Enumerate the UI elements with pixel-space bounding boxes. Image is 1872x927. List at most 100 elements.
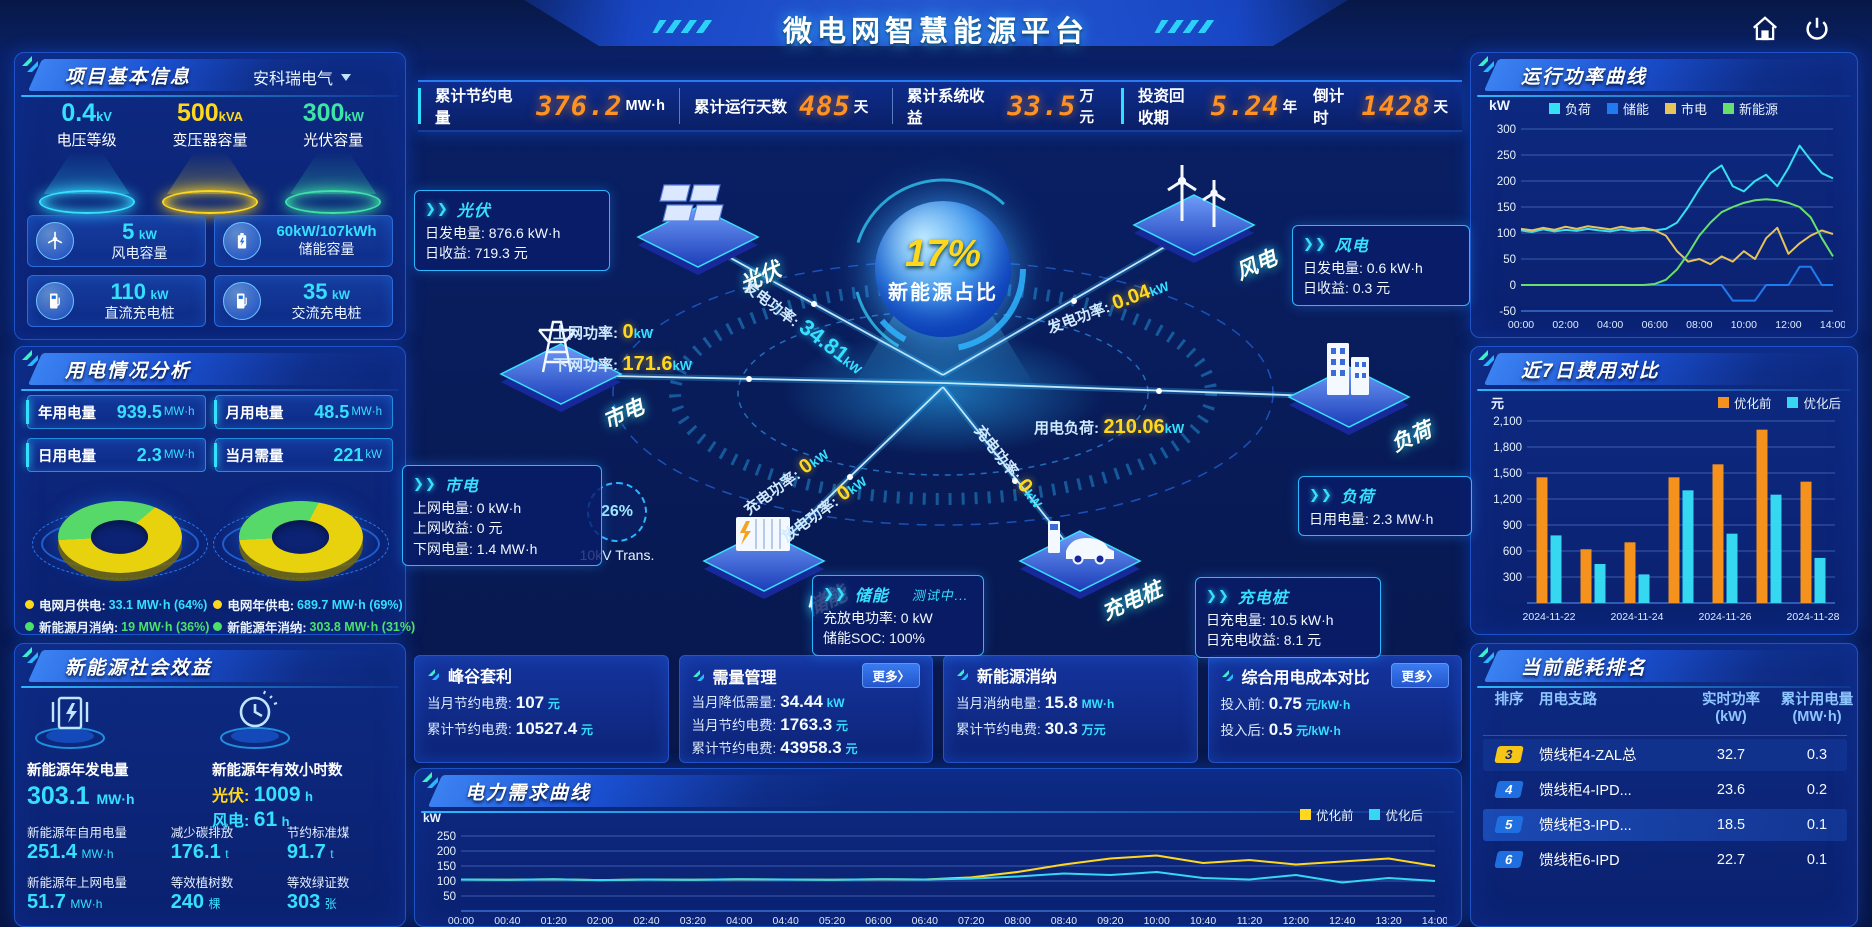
home-icon[interactable] (1750, 14, 1780, 44)
svg-text:10:40: 10:40 (1190, 915, 1216, 927)
card-renewable-consumption: 新能源消纳 当月消纳电量: 15.8 MW·h 累计节约电费: 30.3 万元 (943, 655, 1198, 763)
arrow-icon: ❯❯ (413, 476, 437, 491)
consumption-stats: 年用电量 939.5 MW·h 月用电量 48.5 MW·h 日用电量 2.3 MW·h 当… (26, 395, 393, 472)
more-button[interactable]: 更多〉 (862, 663, 920, 688)
svg-text:12:40: 12:40 (1329, 915, 1355, 927)
stat-month-energy: 月用电量 48.5 MW·h (213, 395, 393, 429)
renewable-share-label: 新能源占比 (888, 282, 998, 304)
kpi-cards-row: 峰谷套利 当月节约电费: 107 元 累计节约电费: 10527.4 元 需量管理更… (414, 655, 1462, 763)
rank-badge: 3 (1494, 746, 1524, 764)
legend-item[interactable]: 优化后 (1369, 805, 1423, 824)
panel-title: 近7日费用对比 (1521, 361, 1660, 382)
svg-text:50: 50 (443, 891, 456, 903)
svg-text:100: 100 (1497, 228, 1516, 240)
svg-text:2024-11-26: 2024-11-26 (1699, 611, 1752, 623)
panel-corner-icon (1475, 644, 1499, 673)
spotlight-pv: 300kW 光伏容量 (274, 99, 392, 214)
donut-month-wrap (31, 487, 208, 591)
stat-day-energy: 日用电量 2.3 MW·h (26, 438, 206, 472)
panel-energy-ranking: 当前能耗排名 排序 用电支路 实时功率 (kW) 累计用电量 (MW·h) 3 馈线柜4… (1470, 643, 1858, 927)
svg-text:300: 300 (1503, 572, 1522, 584)
legend-item[interactable]: 优化前 (1299, 805, 1353, 824)
cost-chart-legend: 优化前 优化后 (1717, 393, 1841, 412)
stat-year-energy: 年用电量 939.5 MW·h (26, 395, 206, 429)
legend-item[interactable]: 市电 (1665, 99, 1707, 118)
flow-load-power: 用电负荷: 210.06kW (1034, 416, 1185, 438)
light-cone (43, 152, 130, 194)
metric-annual-hours: 新能源年有效小时数 光伏: 1009 h 风电: 61 h (212, 688, 397, 832)
panel-title: 运行功率曲线 (1521, 67, 1648, 88)
svg-text:04:00: 04:00 (1597, 319, 1623, 331)
more-button[interactable]: 更多〉 (1391, 663, 1449, 688)
energy-flow-diagram: 17% 新能源占比 光伏 (402, 135, 1472, 658)
svg-text:02:00: 02:00 (587, 915, 613, 927)
node-grid[interactable]: 市电 (476, 302, 647, 433)
svg-text:100: 100 (437, 876, 456, 888)
panel-power-curve: 运行功率曲线 kW 负荷 储能 市电 新能源 -50 0 50 100 150 200 250 30… (1470, 52, 1858, 338)
node-pv[interactable]: 光伏 (613, 165, 784, 296)
dc-charger-icon (36, 282, 74, 320)
svg-text:1,800: 1,800 (1493, 442, 1522, 454)
legend-item[interactable]: 优化后 (1787, 393, 1841, 412)
social-metrics-grid: 新能源年自用电量 251.4 MW·h 减少碳排放 176.1 t 节约标准煤 91.… (27, 822, 397, 914)
metric-green-certs: 等效绿证数 303 张 (286, 876, 350, 913)
svg-text:08:00: 08:00 (1004, 915, 1030, 927)
table-row[interactable]: 5 馈线柜3-IPD... 18.5 0.1 (1483, 808, 1847, 841)
panel-corner-icon (19, 53, 43, 82)
renewable-share-value: 17% (904, 233, 982, 275)
summary-stats-bar: 累计节约电量 376.2 MW·h 累计运行天数 485 天 累计系统收益 33.5 万元 … (418, 80, 1462, 132)
table-row[interactable]: 4 馈线柜4-IPD... 23.6 0.2 (1483, 774, 1847, 806)
svg-text:14:00: 14:00 (1820, 319, 1845, 331)
legend-item[interactable]: 负荷 (1549, 99, 1591, 118)
wind-turbine-icon (36, 222, 74, 260)
stat-total-income: 累计系统收益 33.5 万元 (892, 88, 1121, 127)
header-deco-right (1154, 20, 1220, 33)
spotlight-voltage: 0.4kV 电压等级 (28, 99, 146, 214)
svg-text:900: 900 (1503, 520, 1522, 532)
legend-item[interactable]: 优化前 (1717, 393, 1771, 412)
card-corner-icon (1221, 669, 1233, 681)
infobox-load: ❯❯ 负荷 日用电量: 2.3 MW·h (1298, 476, 1472, 537)
panel-title: 用电情况分析 (65, 361, 192, 382)
demand-chart-legend: 优化前 优化后 (1299, 805, 1423, 824)
svg-text:08:00: 08:00 (1686, 319, 1712, 331)
node-load[interactable]: 负荷 (1264, 325, 1435, 456)
panel-title: 当前能耗排名 (1521, 658, 1648, 679)
svg-text:06:00: 06:00 (865, 915, 891, 927)
svg-text:200: 200 (1497, 176, 1516, 188)
panel-corner-icon (19, 347, 43, 376)
svg-text:00:40: 00:40 (494, 915, 520, 927)
power-curve-chart: -50 0 50 100 150 200 250 300 00:00 02:00 04:00 06:0… (1497, 124, 1845, 331)
page-title: 微电网智慧能源平台 (782, 16, 1090, 48)
legend-item[interactable]: 储能 (1607, 99, 1649, 118)
table-row[interactable]: 6 馈线柜6-IPD 22.7 0.1 (1483, 844, 1847, 876)
ranking-table-header: 排序 用电支路 实时功率 (kW) 累计用电量 (MW·h) (1483, 692, 1853, 736)
infobox-pv: ❯❯ 光伏 日发电量: 876.6 kW·h 日收益: 719.3 元 (414, 190, 610, 271)
node-wind[interactable]: 风电 (1109, 153, 1280, 284)
svg-text:150: 150 (1497, 202, 1516, 214)
donut-month-chart (57, 501, 182, 573)
stat-run-days: 累计运行天数 485 天 (679, 88, 892, 124)
legend-item[interactable]: 新能源 (1723, 99, 1778, 118)
rank-badge: 4 (1494, 781, 1524, 799)
svg-text:1,500: 1,500 (1493, 468, 1522, 480)
renewable-share-sphere: 17% 新能源占比 (875, 201, 1011, 337)
diagram-base (565, 178, 1345, 558)
light-cone (166, 152, 253, 194)
project-selector[interactable]: 安科瑞电气 (253, 65, 351, 89)
flow-grid-export: 上网功率: 0kW (553, 321, 654, 343)
svg-text:05:20: 05:20 (819, 915, 845, 927)
node-storage[interactable]: 储能 (679, 489, 850, 620)
card-demand-management: 需量管理 更多〉 当月降低需量: 34.44 kW 当月节约电费: 1763.3 元 … (678, 655, 933, 763)
y-axis-unit: 元 (1491, 396, 1505, 411)
svg-text:01:20: 01:20 (541, 915, 567, 927)
svg-text:0: 0 (1510, 280, 1516, 292)
power-icon[interactable] (1802, 14, 1832, 44)
infobox-charger: ❯❯ 充电桩 日充电量: 10.5 kW·h 日充电收益: 8.1 元 (1195, 577, 1381, 658)
metric-annual-generation: 新能源年发电量 303.1 MW·h (27, 688, 212, 832)
svg-text:13:20: 13:20 (1375, 915, 1401, 927)
table-row[interactable]: 3 馈线柜4-ZAL总 32.7 0.3 (1483, 738, 1847, 771)
rank-badge: 5 (1494, 816, 1524, 834)
node-charger[interactable]: 充电桩 (995, 489, 1166, 625)
